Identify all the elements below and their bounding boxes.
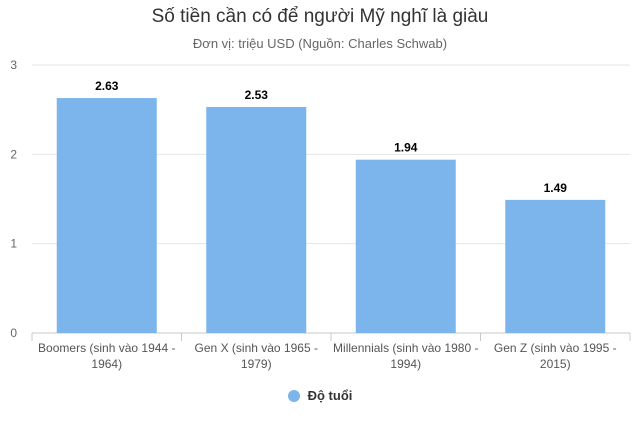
chart-title: Số tiền cần có để người Mỹ nghĩ là giàu: [151, 6, 489, 27]
x-tick-label: 2015): [540, 357, 571, 371]
x-tick-label: 1964): [91, 357, 122, 371]
bar: [56, 98, 157, 333]
x-tick-label: Gen X (sinh vào 1965 -: [195, 341, 318, 355]
x-tick-label: 1994): [390, 357, 421, 371]
chart-legend[interactable]: Độ tuổi: [0, 388, 640, 403]
data-label: 2.63: [95, 79, 119, 93]
y-tick-label: 0: [10, 326, 17, 340]
legend-label: Độ tuổi: [307, 388, 353, 403]
x-tick-label: Gen Z (sinh vào 1995 -: [494, 341, 617, 355]
bar: [355, 159, 456, 333]
y-tick-label: 3: [10, 58, 17, 72]
x-tick-label: Millennials (sinh vào 1980 -: [333, 341, 478, 355]
x-tick-label: 1979): [241, 357, 272, 371]
y-tick-label: 1: [10, 237, 17, 251]
data-label: 2.53: [245, 88, 269, 102]
x-tick-label: Boomers (sinh vào 1944 -: [38, 341, 175, 355]
chart-subtitle: Đơn vị: triệu USD (Nguồn: Charles Schwab…: [192, 36, 448, 51]
bar: [505, 199, 606, 333]
bar: [206, 106, 307, 333]
data-label: 1.49: [544, 181, 568, 195]
data-label: 1.94: [394, 141, 418, 155]
legend-marker: [287, 389, 300, 402]
y-tick-label: 2: [10, 147, 17, 161]
